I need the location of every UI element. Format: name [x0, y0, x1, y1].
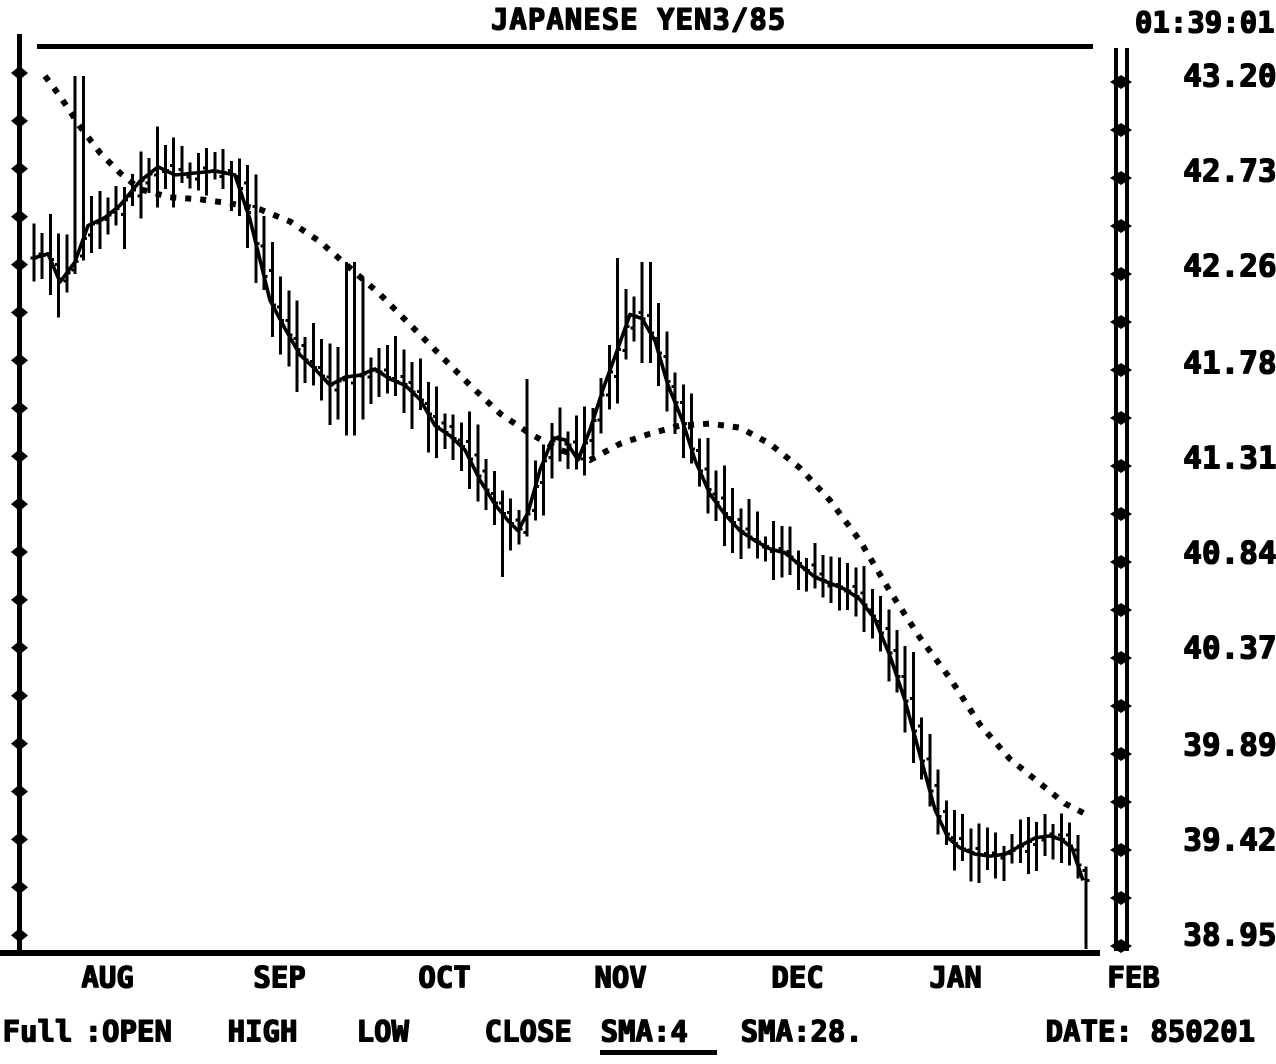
- price-scale-tick: [1110, 315, 1132, 329]
- y-axis-tick: [11, 736, 28, 751]
- y-axis-tick: [11, 592, 28, 607]
- price-scale-tick: [1110, 75, 1132, 89]
- y-axis-line: [17, 34, 22, 952]
- price-label: 40.37: [1182, 630, 1276, 666]
- y-axis-tick: [11, 688, 28, 703]
- price-scale-bar-outer: [1125, 48, 1129, 951]
- price-label: 38.95: [1182, 917, 1276, 953]
- chart-frame-top-line: [37, 44, 1093, 49]
- price-scale-tick: [1110, 123, 1132, 137]
- chart-title: JAPANESE YEN3/85: [490, 2, 786, 36]
- status-field-open[interactable]: :OPEN: [84, 1014, 172, 1048]
- y-axis-tick: [11, 545, 28, 559]
- y-axis-tick: [11, 113, 28, 128]
- price-scale-tick: [1110, 795, 1132, 809]
- y-axis-tick: [11, 784, 28, 799]
- price-scale-tick: [1110, 507, 1132, 521]
- y-axis-tick: [11, 497, 28, 512]
- status-field-high[interactable]: HIGH: [227, 1014, 297, 1048]
- month-label: NOV: [593, 960, 647, 994]
- y-axis-tick: [11, 209, 28, 224]
- y-axis-tick: [11, 449, 28, 464]
- status-field-low[interactable]: LOW: [356, 1014, 409, 1048]
- y-axis-tick: [11, 928, 28, 943]
- price-label: 43.20: [1182, 58, 1276, 94]
- status-field-sma4[interactable]: SMA:4: [600, 1014, 718, 1055]
- status-field-sma28[interactable]: SMA:28.: [740, 1014, 863, 1048]
- month-label: DEC: [770, 960, 824, 994]
- status-field-close[interactable]: CLOSE: [484, 1014, 572, 1048]
- x-axis-line: [0, 950, 1100, 956]
- y-axis-tick: [11, 640, 28, 655]
- price-scale-tick: [1110, 363, 1132, 377]
- axis-tick-group: [11, 66, 1132, 953]
- status-bar: Full :OPEN HIGH LOW CLOSE SMA:4 SMA:28. DATE: 8…: [0, 1012, 1276, 1064]
- y-axis-tick: [11, 353, 28, 368]
- plot-group: [30, 74, 1090, 950]
- price-label: 39.42: [1182, 822, 1276, 858]
- price-label: 40.84: [1182, 535, 1276, 571]
- price-scale-bar-inner: [1114, 48, 1118, 951]
- price-scale-tick: [1110, 171, 1132, 185]
- clock-display: 01:39:01: [1134, 5, 1274, 39]
- price-scale-tick: [1110, 651, 1132, 665]
- price-scale-tick: [1110, 267, 1132, 281]
- y-axis-tick: [11, 401, 28, 416]
- y-axis-tick: [11, 305, 28, 320]
- price-scale-tick: [1110, 747, 1132, 761]
- price-scale-tick: [1110, 411, 1132, 425]
- price-label: 42.73: [1182, 153, 1276, 189]
- sma4-line: [33, 165, 1085, 881]
- price-scale-tick: [1110, 843, 1132, 857]
- price-label: 39.89: [1182, 727, 1276, 763]
- price-scale-tick: [1110, 699, 1132, 713]
- price-label: 41.78: [1182, 345, 1276, 381]
- price-scale-tick: [1110, 891, 1132, 905]
- y-axis-tick: [11, 832, 28, 847]
- y-axis-tick: [11, 161, 28, 176]
- price-scale-tick: [1110, 459, 1132, 473]
- y-axis-tick: [11, 66, 28, 80]
- status-field-date: DATE: 850201: [1045, 1014, 1255, 1048]
- price-scale-tick: [1110, 219, 1132, 233]
- price-scale-tick: [1110, 939, 1132, 953]
- month-label: JAN: [928, 960, 982, 994]
- price-scale-tick: [1110, 603, 1132, 617]
- ohlc-bars: [30, 76, 1090, 950]
- sma28-line: [42, 74, 1087, 817]
- status-field-full[interactable]: Full: [2, 1014, 72, 1048]
- month-label: SEP: [252, 960, 306, 994]
- y-axis-tick: [11, 880, 28, 895]
- price-scale-tick: [1110, 555, 1132, 569]
- month-label: OCT: [417, 960, 471, 994]
- y-axis-tick: [11, 257, 28, 272]
- month-label: FEB: [1106, 960, 1160, 994]
- price-label: 41.31: [1182, 440, 1276, 476]
- price-label: 42.26: [1182, 248, 1276, 284]
- month-label: AUG: [80, 960, 134, 994]
